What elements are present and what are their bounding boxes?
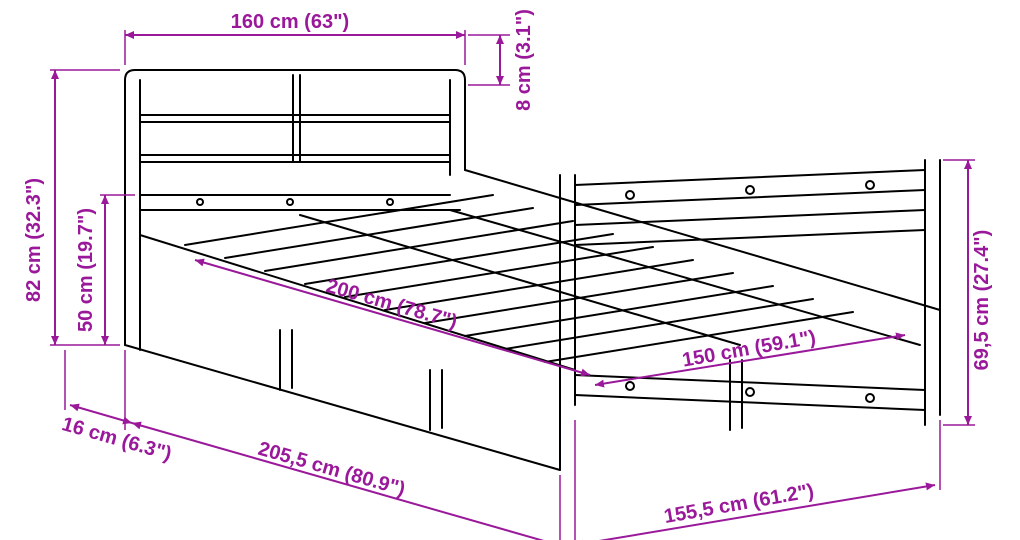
bed-dimension-diagram: 160 cm (63") 8 cm (3.1") 82 cm (32.3") 50 c…	[0, 0, 1020, 540]
dim-label-top_right_depth: 8 cm (3.1")	[513, 9, 535, 111]
dim-label-left_height: 82 cm (32.3")	[23, 178, 45, 302]
dimension-labels: 160 cm (63") 8 cm (3.1") 82 cm (32.3") 50 c…	[23, 9, 993, 528]
dim-label-left_inner: 50 cm (19.7")	[75, 208, 97, 332]
dim-label-right_height: 69,5 cm (27.4")	[971, 230, 993, 371]
dim-label-bottom_shelf: 16 cm (6.3")	[59, 413, 174, 465]
bed-frame-drawing	[125, 70, 940, 470]
dim-label-top_width: 160 cm (63")	[231, 11, 349, 33]
dim-label-bottom_depth: 205,5 cm (80.9")	[256, 438, 408, 501]
dim-label-bottom_width: 155,5 cm (61.2")	[662, 480, 815, 528]
